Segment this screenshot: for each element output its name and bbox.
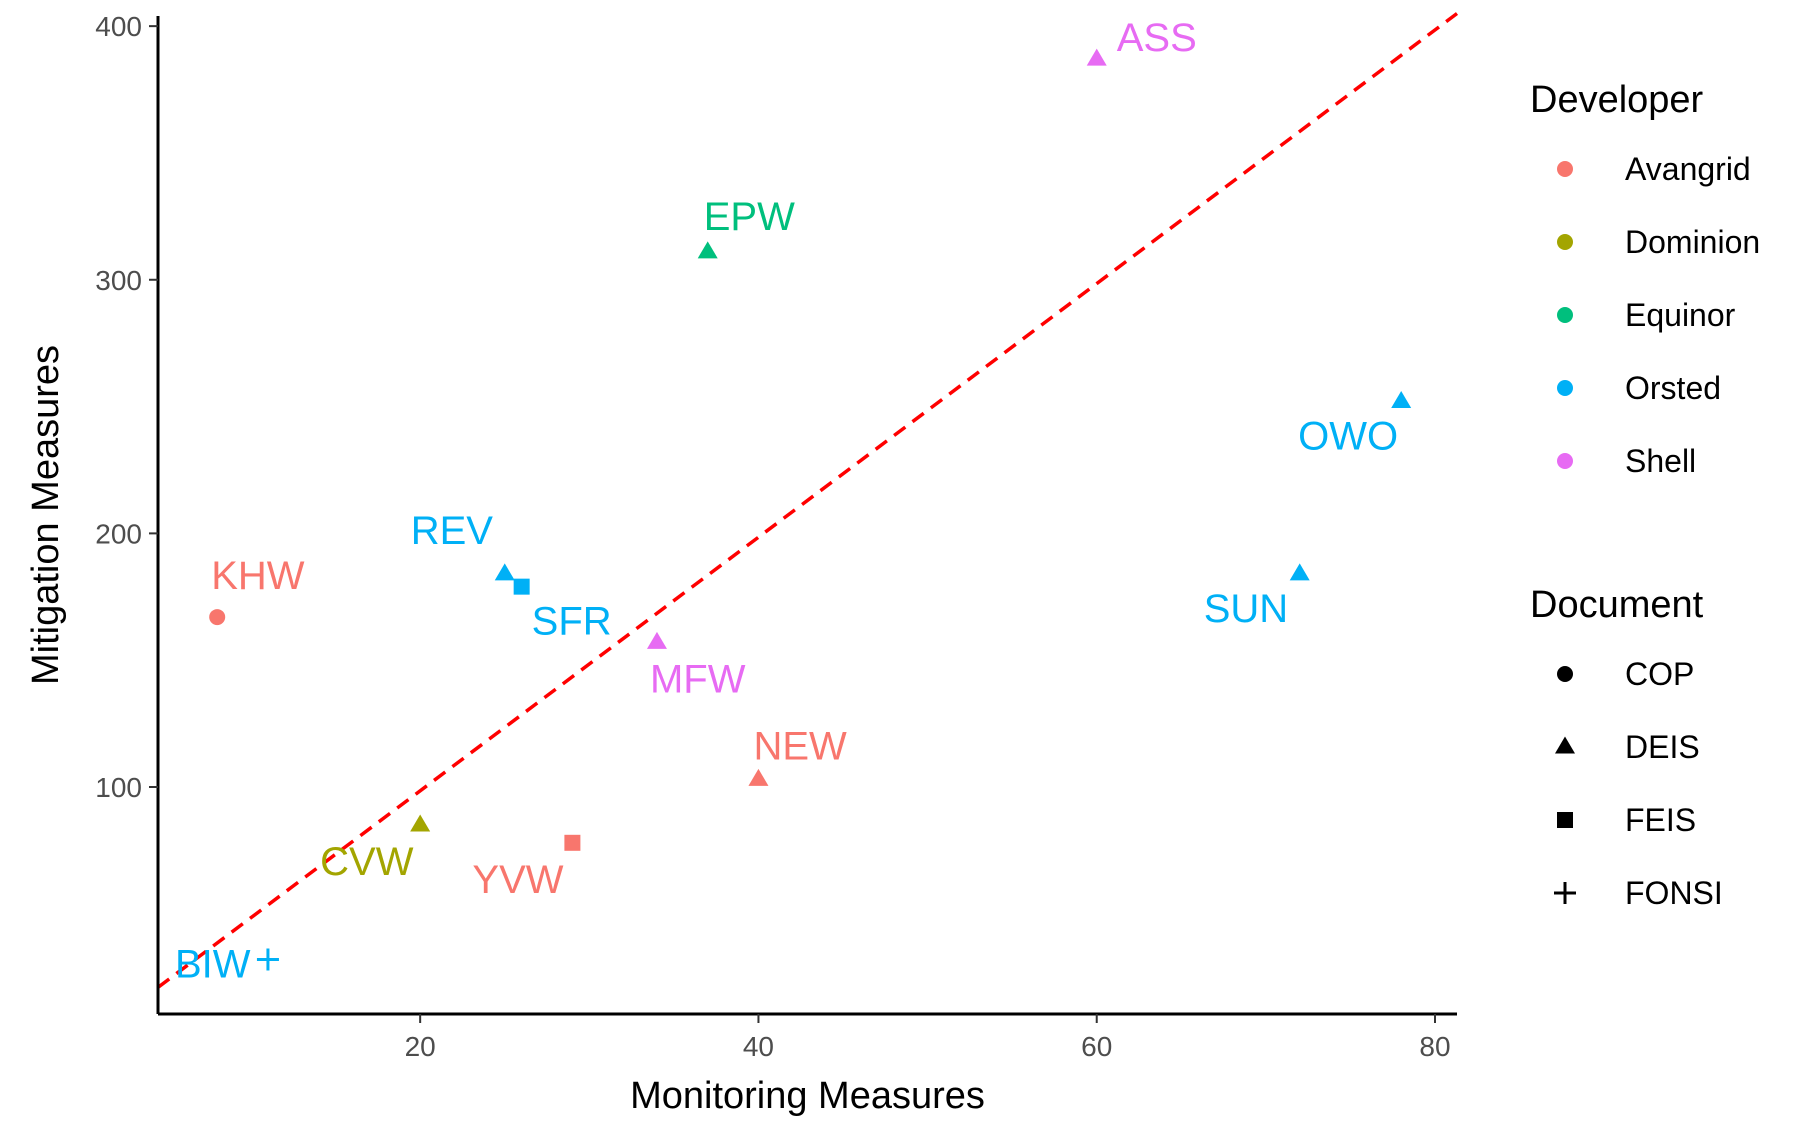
data-point-label: ASS — [1117, 16, 1197, 60]
data-point — [256, 948, 279, 971]
legend-entry-label: DEIS — [1625, 729, 1700, 765]
data-point-label: MFW — [650, 657, 746, 701]
data-point — [1086, 48, 1107, 66]
x-axis-title: Monitoring Measures — [630, 1075, 985, 1117]
legend-key — [1557, 812, 1573, 828]
data-point — [1289, 563, 1310, 581]
legend-entry-label: FONSI — [1625, 875, 1723, 911]
data-point — [697, 241, 718, 259]
data-point-label: EPW — [704, 195, 795, 239]
legend-key — [1554, 882, 1576, 904]
legend-entry-label: Dominion — [1625, 224, 1760, 260]
y-tick-label: 100 — [95, 772, 142, 803]
data-point — [646, 631, 667, 649]
legend-entry-label: COP — [1625, 656, 1694, 692]
legend-entry-label: Shell — [1625, 443, 1696, 479]
legend: Developer Avangrid Dominion Equinor Orsted Sh… — [1530, 79, 1760, 911]
x-axis-ticks: 20 40 60 80 — [405, 1014, 1451, 1062]
y-tick-label: 200 — [95, 518, 142, 549]
data-point-label: YVW — [472, 858, 563, 902]
x-tick-label: 60 — [1081, 1031, 1112, 1062]
legend-key — [1557, 307, 1573, 323]
data-point — [1391, 390, 1412, 408]
data-point — [748, 768, 769, 786]
x-tick-label: 40 — [743, 1031, 774, 1062]
data-point-label: BIW — [175, 942, 251, 986]
data-point — [494, 563, 515, 581]
reference-line — [156, 12, 1459, 989]
legend-entry-label: Avangrid — [1625, 151, 1751, 187]
data-point-label: OWO — [1298, 415, 1398, 459]
legend-key — [1557, 666, 1573, 682]
data-point-label: CVW — [320, 840, 414, 884]
y-tick-label: 300 — [95, 265, 142, 296]
data-point — [209, 609, 226, 626]
data-point-label: KHW — [211, 554, 305, 598]
legend-key — [1555, 736, 1575, 754]
data-point-label: NEW — [753, 724, 847, 768]
legend-key — [1557, 161, 1573, 177]
x-tick-label: 20 — [405, 1031, 436, 1062]
legend-title: Document — [1530, 584, 1704, 626]
legend-key — [1557, 380, 1573, 396]
y-tick-label: 400 — [95, 11, 142, 42]
legend-entry-label: FEIS — [1625, 802, 1696, 838]
x-tick-label: 80 — [1419, 1031, 1450, 1062]
points-layer — [209, 48, 1412, 971]
legend-key — [1557, 453, 1573, 469]
data-point-label: SUN — [1204, 587, 1288, 631]
data-point — [564, 834, 581, 851]
y-axis-title: Mitigation Measures — [25, 345, 67, 685]
data-point-label: REV — [411, 509, 494, 553]
legend-key — [1557, 234, 1573, 250]
legend-entry-label: Equinor — [1625, 297, 1736, 333]
y-axis-ticks: 100 200 300 400 — [95, 11, 158, 803]
legend-title: Developer — [1530, 79, 1704, 121]
data-point — [513, 578, 530, 595]
data-point — [410, 814, 431, 832]
data-point-label: SFR — [532, 600, 612, 644]
legend-entry-label: Orsted — [1625, 370, 1721, 406]
